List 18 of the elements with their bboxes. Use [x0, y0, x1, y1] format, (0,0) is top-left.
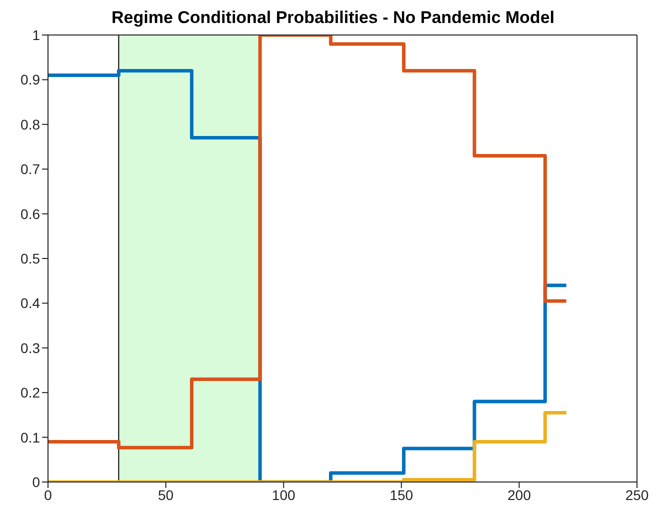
x-tick-label: 100 [272, 486, 296, 503]
y-tick-label: 0.6 [20, 206, 40, 222]
y-tick-label: 0 [32, 474, 40, 490]
x-tick-label: 50 [158, 486, 174, 503]
y-tick-label: 0.2 [20, 384, 40, 401]
x-tick-label: 150 [390, 486, 414, 503]
y-tick-label: 0.9 [20, 72, 40, 88]
y-tick-label: 0.1 [20, 429, 40, 446]
x-tick-label: 250 [625, 486, 649, 503]
x-tick-label: 200 [508, 486, 532, 503]
y-tick-label: 0.8 [20, 116, 40, 132]
y-tick-label: 0.3 [20, 340, 40, 356]
y-tick-label: 1 [32, 26, 40, 43]
y-tick-label: 0.4 [20, 295, 40, 312]
y-tick-label: 0.7 [20, 161, 40, 178]
chart-title: Regime Conditional Probabilities - No Pandemic Model [112, 8, 554, 27]
x-tick-label: 0 [44, 486, 52, 503]
y-tick-label: 0.5 [20, 250, 40, 266]
